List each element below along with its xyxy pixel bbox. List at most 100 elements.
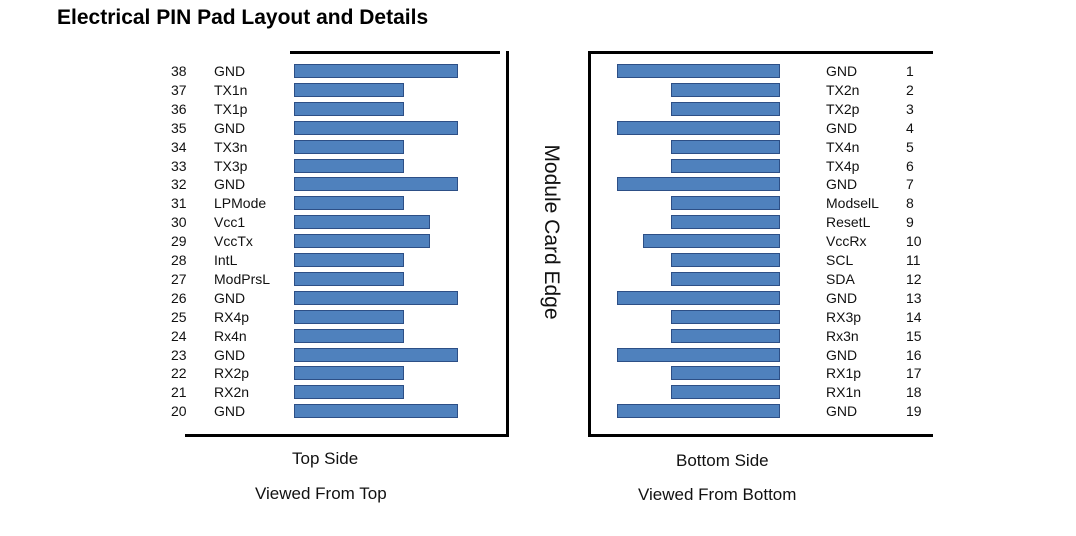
pin-row: 1 GND bbox=[0, 62, 1076, 80]
bottom-frame-top-line bbox=[588, 51, 933, 54]
pin-number: 7 bbox=[906, 176, 914, 193]
pin-signal-name: SDA bbox=[826, 270, 855, 287]
pin-signal-name: TX3n bbox=[214, 138, 248, 155]
pin-row: 4 GND bbox=[0, 119, 1076, 137]
contact-pad bbox=[294, 404, 458, 419]
pin-number: 3 bbox=[906, 100, 914, 117]
top-frame-right-line bbox=[506, 51, 509, 437]
pin-row: 2 TX2n bbox=[0, 81, 1076, 99]
pin-number: 31 bbox=[171, 195, 187, 212]
contact-pad bbox=[617, 177, 780, 192]
pin-row: 38 GND bbox=[0, 62, 1076, 80]
top-side-subcaption: Viewed From Top bbox=[255, 484, 387, 503]
pin-number: 19 bbox=[906, 403, 922, 420]
pin-signal-name: GND bbox=[214, 119, 246, 136]
pin-number: 6 bbox=[906, 157, 914, 174]
pin-row: 29 VccTx bbox=[0, 232, 1076, 250]
contact-pad bbox=[294, 64, 458, 78]
contact-pad bbox=[671, 158, 780, 173]
contact-pad bbox=[617, 120, 780, 135]
pin-row: 12 SDA bbox=[0, 270, 1076, 288]
pin-signal-name: GND bbox=[214, 63, 246, 79]
contact-pad bbox=[294, 347, 458, 362]
contact-pad bbox=[294, 101, 404, 116]
contact-pad bbox=[294, 253, 404, 267]
pin-signal-name: TX4n bbox=[826, 138, 860, 155]
pin-row: 6 TX4p bbox=[0, 157, 1076, 175]
pin-number: 22 bbox=[171, 365, 187, 382]
contact-pad bbox=[294, 271, 404, 286]
pin-signal-name: GND bbox=[826, 403, 858, 420]
pin-signal-name: RX1p bbox=[826, 365, 862, 382]
pin-number: 16 bbox=[906, 346, 922, 363]
pin-number: 5 bbox=[906, 138, 914, 155]
top-side-caption: Top Side bbox=[292, 449, 359, 468]
contact-pad bbox=[294, 328, 404, 343]
pin-signal-name: GND bbox=[826, 289, 858, 306]
pin-number: 18 bbox=[906, 384, 922, 401]
contact-pad bbox=[671, 215, 780, 230]
contact-pad bbox=[671, 82, 780, 97]
pin-signal-name: TX4p bbox=[826, 157, 860, 174]
pin-row: 17 RX1p bbox=[0, 364, 1076, 382]
contact-pad bbox=[671, 196, 780, 211]
pin-number: 4 bbox=[906, 119, 914, 136]
contact-pad bbox=[671, 271, 780, 286]
pin-row: 27 ModPrsL bbox=[0, 270, 1076, 288]
contact-pad bbox=[671, 309, 780, 324]
pin-signal-name: LPMode bbox=[214, 195, 267, 212]
pin-signal-name: RX2n bbox=[214, 384, 250, 401]
contact-pad bbox=[671, 366, 780, 381]
pin-row: 8 ModselL bbox=[0, 194, 1076, 212]
pin-row: 10 VccRx bbox=[0, 232, 1076, 250]
contact-pad bbox=[294, 177, 458, 192]
bottom-frame-left-line bbox=[588, 51, 591, 437]
contact-pad bbox=[294, 120, 458, 135]
pin-number: 13 bbox=[906, 289, 922, 306]
pin-number: 24 bbox=[171, 327, 187, 344]
pin-number: 30 bbox=[171, 214, 187, 231]
pin-row: 37 TX1n bbox=[0, 81, 1076, 99]
pin-row: 5 TX4n bbox=[0, 138, 1076, 156]
pin-signal-name: TX1p bbox=[214, 100, 248, 117]
pin-row: 19 GND bbox=[0, 402, 1076, 420]
pin-row: 18 RX1n bbox=[0, 383, 1076, 401]
pin-signal-name: ResetL bbox=[826, 214, 871, 231]
pin-number: 8 bbox=[906, 195, 914, 212]
pin-row: 15 Rx3n bbox=[0, 327, 1076, 345]
contact-pad bbox=[294, 385, 404, 400]
pin-signal-name: GND bbox=[826, 346, 858, 363]
pin-number: 38 bbox=[171, 63, 187, 79]
pin-signal-name: TX1n bbox=[214, 81, 248, 98]
contact-pad bbox=[671, 101, 780, 116]
pin-signal-name: Rx4n bbox=[214, 327, 247, 344]
pin-number: 21 bbox=[171, 384, 187, 401]
pin-signal-name: VccTx bbox=[214, 233, 253, 250]
pin-signal-name: GND bbox=[214, 346, 246, 363]
contact-pad bbox=[294, 82, 404, 97]
pin-number: 35 bbox=[171, 119, 187, 136]
contact-pad bbox=[294, 158, 404, 173]
pin-row: 35 GND bbox=[0, 119, 1076, 137]
pin-signal-name: RX3p bbox=[826, 308, 862, 325]
pin-signal-name: SCL bbox=[826, 252, 854, 268]
pin-row: 32 GND bbox=[0, 175, 1076, 193]
contact-pad bbox=[671, 253, 780, 267]
contact-pad bbox=[617, 64, 780, 78]
pin-row: 25 RX4p bbox=[0, 308, 1076, 326]
pin-row: 28 IntL bbox=[0, 251, 1076, 269]
pin-row: 30 Vcc1 bbox=[0, 213, 1076, 231]
pin-number: 9 bbox=[906, 214, 914, 231]
pin-number: 36 bbox=[171, 100, 187, 117]
page-title: Electrical PIN Pad Layout and Details bbox=[57, 6, 429, 29]
pin-signal-name: GND bbox=[826, 119, 858, 136]
pin-signal-name: ModPrsL bbox=[214, 270, 271, 287]
contact-pad bbox=[294, 196, 404, 211]
bottom-side-subcaption: Viewed From Bottom bbox=[638, 485, 797, 504]
pin-signal-name: RX2p bbox=[214, 365, 250, 382]
pin-row: 24 Rx4n bbox=[0, 327, 1076, 345]
pin-row: 20 GND bbox=[0, 402, 1076, 420]
pin-number: 37 bbox=[171, 81, 187, 98]
contact-pad bbox=[294, 309, 404, 324]
contact-pad bbox=[671, 139, 780, 154]
